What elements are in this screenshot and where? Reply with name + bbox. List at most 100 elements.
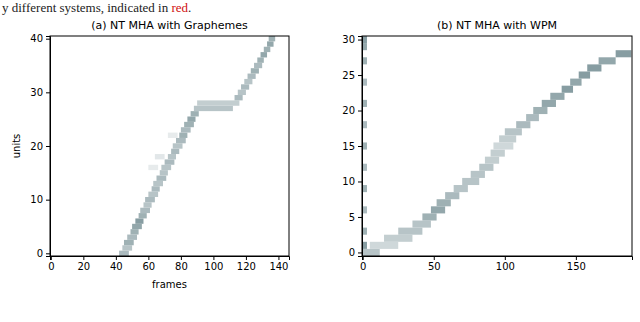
chart-title: (a) NT MHA with Graphemes [91,19,248,32]
y-tick-mark [358,40,362,41]
x-tick-label: 120 [237,261,256,272]
x-tick-label: 80 [175,261,188,272]
x-tick-label: 100 [204,261,223,272]
cell [363,185,367,192]
cell [493,142,513,149]
cell [171,149,179,154]
y-tick-label: 15 [342,141,355,152]
cell [173,143,183,148]
cell [187,116,195,121]
y-tick-mark [358,181,362,182]
cell [194,106,233,111]
y-tick-label: 40 [30,33,43,44]
cell [241,84,249,89]
y-tick: 20 [342,105,362,116]
cell [479,164,493,171]
y-tick-mark [46,92,50,93]
x-tick: 60 [142,256,155,272]
cell [119,251,129,256]
y-tick-label: 30 [30,87,43,98]
x-tick: 120 [237,256,256,272]
y-tick-label: 20 [30,141,43,152]
cell [363,206,367,213]
y-tick-label: 20 [342,105,355,116]
cell [152,186,160,191]
x-tick: 100 [204,256,223,272]
x-tick-label: 100 [496,261,515,272]
y-tick-mark [46,200,50,201]
x-tick-label: 140 [269,261,288,272]
heatmap-panel: 0 20 40 60 80 100 120 140 0 10 20 30 40 (a) NT MHA wi… [11,19,290,290]
x-tick-mark [434,256,435,260]
caption-highlight: red [171,0,188,15]
cell [251,68,259,73]
cell [398,228,422,235]
x-tick-mark [505,256,506,260]
cell [363,142,367,149]
cell [165,159,175,164]
cell [363,43,367,50]
cell [238,90,246,95]
y-tick-label: 30 [342,34,355,45]
x-axis-title: frames [152,279,187,290]
x-axis: 020406080100120140 [48,256,289,272]
y-tick: 0 [37,248,50,259]
x-tick-label: 150 [567,261,586,272]
x-tick: 80 [175,256,188,272]
x-tick-mark [213,256,214,260]
cell [127,235,137,240]
cell [269,36,276,41]
cell [579,71,590,78]
y-tick: 30 [342,34,362,45]
cell [363,249,380,256]
cell [363,100,367,107]
cell [533,107,547,114]
cell [244,79,252,84]
y-tick: 30 [30,87,50,98]
cells [363,36,632,256]
cell [257,57,264,62]
cell [156,176,166,181]
chart-title: (b) NT MHA with WPM [437,19,557,32]
x-tick-mark [181,256,182,260]
y-tick: 15 [342,141,362,152]
x-tick-label: 50 [428,261,441,272]
y-axis: 0 10 20 30 40 [30,33,50,259]
y-tick-label: 5 [349,212,355,223]
cell [179,133,187,138]
x-tick-mark [576,256,577,260]
cell [412,221,430,228]
x-tick-label: 20 [77,261,90,272]
cell [485,157,499,164]
cell [191,111,199,116]
cell [160,170,168,175]
cell [139,213,147,218]
y-tick-label: 25 [342,70,355,81]
cell [363,121,367,128]
caption: y different systems, indicated in red. [2,0,191,15]
cell [132,224,142,229]
y-axis-line [46,37,51,257]
x-tick-mark [278,256,279,260]
cell [570,79,581,86]
cell [384,235,412,242]
y-tick-mark [358,111,362,112]
cell [363,164,367,171]
y-tick: 20 [30,141,50,152]
cell [422,213,436,220]
cell [550,93,564,100]
y-tick: 40 [30,33,50,44]
cells [119,36,275,256]
cell [363,79,367,86]
y-tick: 10 [30,194,50,205]
cell [168,154,176,159]
caption-suffix: . [188,0,191,15]
cell [135,218,143,223]
cell [148,165,158,170]
cell [471,171,485,178]
cell [363,57,367,64]
x-axis-line [363,257,633,261]
plot-frame [362,36,632,256]
figure: y different systems, indicated in red. 0 2… [0,0,640,322]
cell [542,100,556,107]
